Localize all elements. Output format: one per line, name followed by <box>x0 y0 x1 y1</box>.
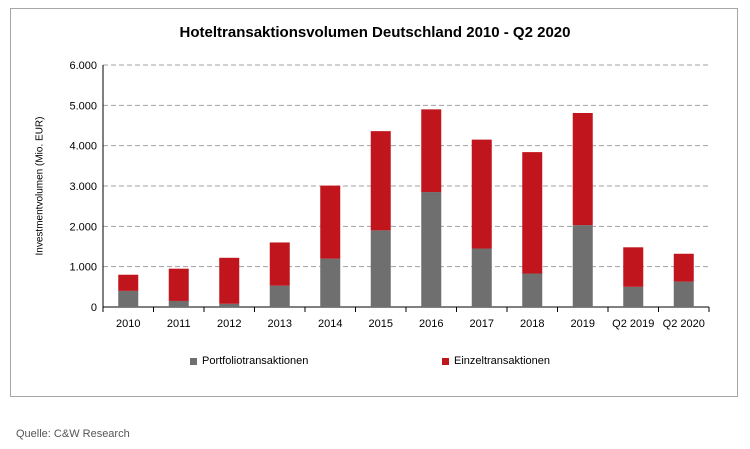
bar-portfolio <box>471 248 492 307</box>
bar-portfolio <box>118 290 139 307</box>
bar-portfolio <box>320 258 341 307</box>
x-tick-label: 2016 <box>419 318 443 330</box>
bar-einzel <box>118 274 139 291</box>
bar-einzel <box>269 242 290 286</box>
x-tick-label: 2011 <box>167 318 191 330</box>
legend-swatch-portfolio <box>190 357 197 365</box>
bar-portfolio <box>522 273 543 307</box>
x-tick-label: 2018 <box>520 318 544 330</box>
bar-einzel <box>370 131 391 231</box>
bar-einzel <box>522 152 543 274</box>
bar-portfolio <box>673 281 694 307</box>
bar-einzel <box>421 109 442 193</box>
x-tick-label: 2013 <box>268 318 292 330</box>
x-tick-label: 2019 <box>571 318 595 330</box>
y-tick-label: 5.000 <box>69 100 97 112</box>
y-tick-label: 0 <box>91 302 97 314</box>
bar-portfolio <box>572 225 593 307</box>
bar-einzel <box>471 139 492 249</box>
legend-label-einzel: Einzeltransaktionen <box>454 355 551 367</box>
legend-label-portfolio: Portfoliotransaktionen <box>202 355 309 367</box>
source-note: Quelle: C&W Research <box>16 428 130 440</box>
x-tick-label: Q2 2019 <box>612 318 654 330</box>
x-tick-label: 2012 <box>217 318 241 330</box>
y-tick-label: 1.000 <box>69 262 97 274</box>
bar-einzel <box>572 112 593 226</box>
bar-portfolio <box>370 230 391 307</box>
x-tick-label: 2017 <box>470 318 494 330</box>
legend-item-portfolio: Portfoliotransaktionen <box>190 355 308 367</box>
x-tick-label: Q2 2020 <box>663 318 705 330</box>
y-tick-label: 6.000 <box>69 60 97 72</box>
bar-einzel <box>320 185 341 259</box>
bar-portfolio <box>269 285 290 307</box>
bar-einzel <box>219 257 240 304</box>
y-tick-label: 2.000 <box>69 221 97 233</box>
bar-einzel <box>673 253 694 282</box>
legend-swatch-einzel <box>442 357 449 365</box>
bar-portfolio <box>623 286 644 307</box>
legend-item-einzel: Einzeltransaktionen <box>442 355 550 367</box>
bar-portfolio <box>219 303 240 307</box>
bar-einzel <box>168 268 189 301</box>
chart-title: Hoteltransaktionsvolumen Deutschland 201… <box>179 24 571 41</box>
bar-portfolio <box>421 192 442 307</box>
x-tick-label: 2015 <box>369 318 393 330</box>
y-tick-label: 3.000 <box>69 181 97 193</box>
x-tick-label: 2010 <box>116 318 140 330</box>
y-tick-label: 4.000 <box>69 141 97 153</box>
x-tick-label: 2014 <box>318 318 342 330</box>
bar-einzel <box>623 247 644 287</box>
bar-portfolio <box>168 300 189 307</box>
